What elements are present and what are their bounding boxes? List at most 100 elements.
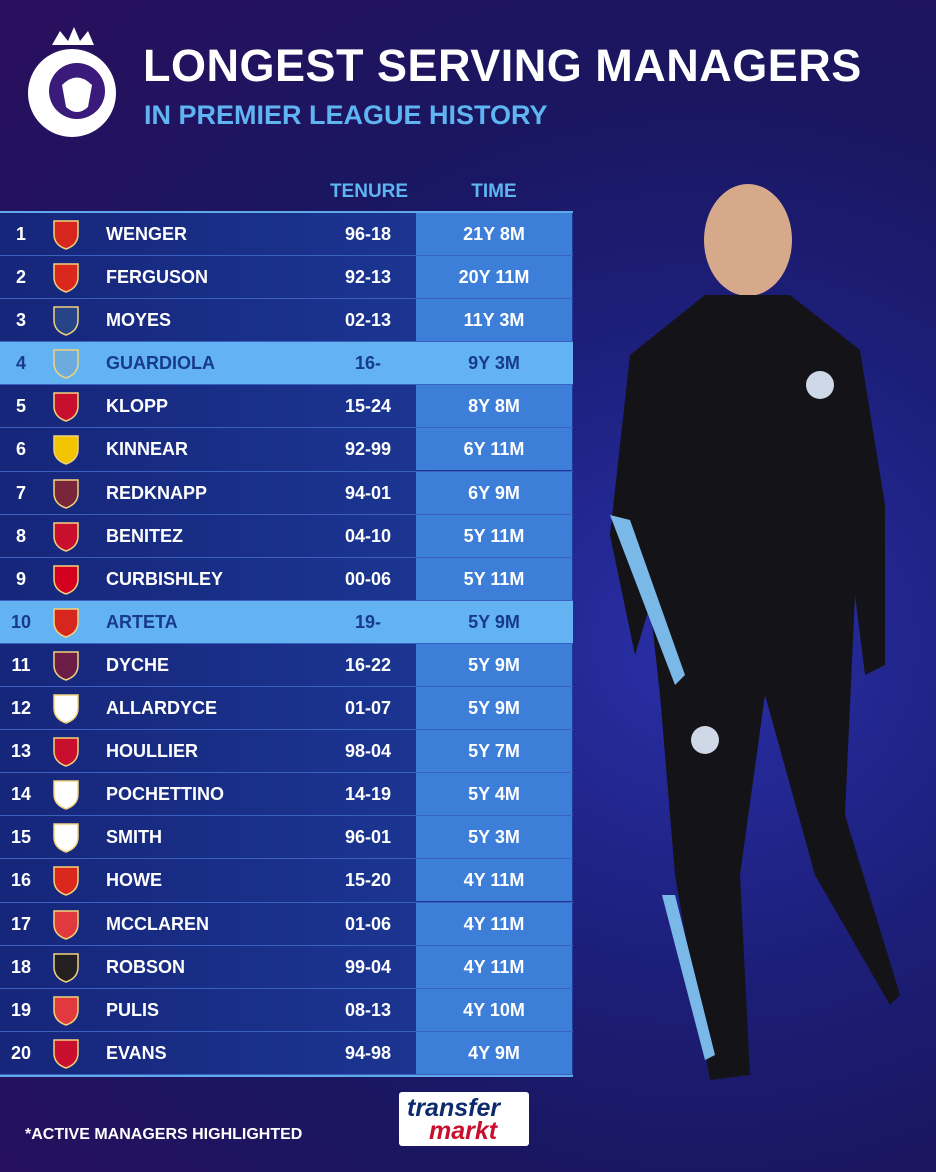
table-row: 20 EVANS 94-98 4Y 9M (0, 1031, 573, 1075)
rank: 5 (15, 396, 26, 417)
logo-text: transfer (407, 1094, 501, 1122)
manager-name: ALLARDYCE (106, 698, 217, 719)
table-row: 5 KLOPP 15-24 8Y 8M (0, 385, 573, 429)
club-crest (50, 390, 82, 423)
table-row: 16 HOWE 15-20 4Y 11M (0, 859, 573, 903)
table-row: 14 POCHETTINO 14-19 5Y 4M (0, 773, 573, 817)
manager-name: CURBISHLEY (106, 568, 224, 589)
manager-name: GUARDIOLA (106, 353, 215, 374)
tenure: 99-04 (344, 956, 392, 977)
manager-name: KINNEAR (106, 439, 189, 460)
rank: 12 (10, 698, 32, 719)
club-crest (50, 563, 82, 595)
tenure: 08-13 (344, 999, 392, 1020)
club-crest (50, 218, 82, 250)
tenure: 16- (354, 353, 381, 374)
rank: 2 (15, 267, 26, 288)
table-row: 6 KINNEAR 92-99 6Y 11M (0, 428, 573, 472)
tenure: 98-04 (344, 741, 392, 762)
rank: 8 (15, 525, 26, 546)
club-crest (50, 778, 82, 811)
rank: 6 (15, 439, 26, 460)
source-logo: transfer markt (399, 1092, 529, 1146)
time: 5Y 9M (416, 643, 572, 686)
crest-shape (53, 694, 79, 724)
table-row: 13 HOULLIER 98-04 5Y 7M (0, 730, 573, 774)
crest-shape (53, 565, 79, 595)
manager-name: PULIS (106, 999, 160, 1020)
column-header: TIME (471, 181, 517, 202)
club-crest (50, 304, 82, 336)
manager-name: KLOPP (106, 396, 169, 417)
tenure: 14-19 (344, 784, 392, 805)
manager-name: ROBSON (106, 956, 186, 977)
tenure: 96-18 (344, 224, 392, 244)
crest-shape (53, 995, 79, 1026)
crest-shape (53, 737, 79, 767)
club-crest (50, 347, 82, 380)
time: 21Y 8M (416, 213, 572, 255)
club-crest (50, 649, 82, 681)
time: 4Y 11M (416, 945, 572, 988)
manager-name: WENGER (106, 224, 187, 244)
league-logo (28, 27, 116, 137)
tenure: 92-13 (344, 267, 392, 288)
table-row: 1 WENGER 96-18 21Y 8M (0, 213, 573, 257)
crest-shape (53, 866, 79, 897)
time: 4Y 11M (416, 902, 572, 945)
rank: 7 (15, 482, 26, 503)
club-crest (50, 1037, 82, 1069)
rank: 11 (11, 654, 31, 675)
time: 4Y 11M (416, 859, 572, 902)
tenure: 16-22 (344, 654, 392, 675)
rank: 1 (15, 224, 26, 244)
crest-shape (53, 608, 79, 638)
title: LONGEST SERVING MANAGERS (143, 40, 862, 91)
club-crest (50, 261, 82, 293)
time: 5Y 9M (416, 600, 572, 643)
tenure: 96-01 (344, 827, 392, 848)
club-crest (50, 606, 82, 638)
manager-name: HOWE (106, 870, 162, 891)
rank: 10 (10, 611, 32, 632)
crest-shape (53, 823, 79, 854)
manager-name: EVANS (106, 1042, 167, 1063)
logo-text: markt (429, 1117, 498, 1145)
rank: 17 (10, 913, 32, 934)
crest-shape (53, 220, 79, 250)
tenure: 01-06 (344, 913, 392, 934)
table-row: 15 SMITH 96-01 5Y 3M (0, 816, 573, 860)
time: 5Y 4M (416, 773, 572, 816)
table: 1 WENGER 96-18 21Y 8M 2 FERGUSON 92-13 20Y 11M 3… (0, 211, 573, 1077)
table-row: 11 DYCHE 16-22 5Y 9M (0, 643, 573, 688)
table-row: 2 FERGUSON 92-13 20Y 11M (0, 256, 573, 300)
manager-name: MCCLAREN (106, 913, 209, 934)
manager-name: POCHETTINO (106, 784, 225, 805)
club-crest (50, 951, 82, 983)
rank: 13 (10, 741, 32, 762)
table-row: 3 MOYES 02-13 11Y 3M (0, 299, 573, 343)
manager-name: REDKNAPP (106, 482, 208, 503)
table-row: 18 ROBSON 99-04 4Y 11M (0, 945, 573, 989)
crest-shape (53, 263, 79, 293)
tenure: 00-06 (344, 568, 392, 589)
manager-name: FERGUSON (106, 267, 209, 288)
manager-name: SMITH (106, 827, 162, 848)
time: 5Y 11M (416, 557, 572, 600)
club-crest (50, 692, 82, 724)
tenure: 92-99 (344, 439, 392, 460)
crest-shape (53, 952, 79, 983)
manager-name: MOYES (106, 310, 172, 331)
column-header: TENURE (329, 181, 409, 202)
crest-shape (53, 349, 79, 380)
rank: 15 (10, 827, 32, 848)
tenure: 15-20 (344, 870, 392, 891)
manager-photo (610, 184, 900, 1080)
tenure: 94-01 (344, 482, 392, 503)
tenure: 04-10 (344, 525, 392, 546)
footnote: *ACTIVE MANAGERS HIGHLIGHTED (25, 1126, 303, 1143)
rank: 4 (15, 353, 26, 374)
crest-shape (53, 909, 79, 940)
rank: 16 (10, 870, 32, 891)
